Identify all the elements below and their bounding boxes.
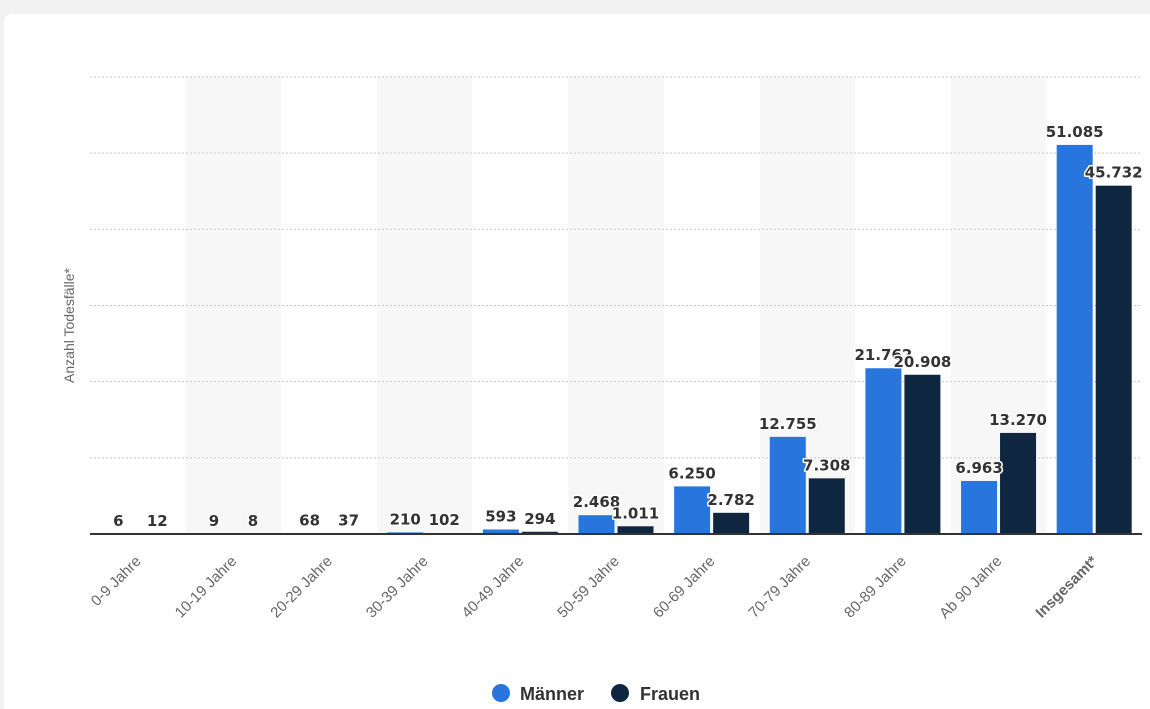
data-label: 68 (299, 511, 320, 529)
category-band (376, 77, 473, 534)
x-tick-label: 40-49 Jahre (459, 553, 528, 622)
x-tick-label: 70-79 Jahre (745, 553, 814, 622)
bar-frauen (617, 526, 654, 534)
x-tick-label: 60-69 Jahre (650, 553, 719, 622)
legend-label: Frauen (640, 684, 700, 704)
data-label: 45.732 (1085, 164, 1143, 182)
data-label: 21.762 (854, 346, 912, 364)
data-label: 2.782 (707, 491, 754, 509)
data-label: 8 (248, 512, 258, 530)
data-label: 6.963 (955, 459, 1002, 477)
bar-maenner (1056, 144, 1093, 534)
data-label: 12 (147, 512, 168, 530)
x-tick-label: 50-59 Jahre (554, 553, 623, 622)
data-label: 210 (390, 510, 421, 528)
x-tick-label: Insgesamt* (1032, 553, 1101, 622)
x-tick-label: 80-89 Jahre (841, 553, 910, 622)
data-label: 37 (338, 512, 359, 530)
bar-frauen (521, 531, 558, 534)
y-axis-label: Anzahl Todesfälle* (61, 267, 77, 382)
bar-maenner (578, 515, 615, 534)
legend-marker-frauen (611, 684, 629, 702)
category-band (185, 77, 282, 534)
data-label: 6 (113, 512, 123, 530)
bar-frauen (1000, 432, 1037, 534)
data-label: 102 (429, 511, 460, 529)
bar-frauen (1095, 185, 1132, 534)
data-label: 51.085 (1046, 123, 1104, 141)
data-label: 593 (485, 507, 516, 525)
bar-maenner (865, 368, 902, 534)
legend-label: Männer (520, 684, 584, 704)
data-label: 7.308 (803, 456, 850, 474)
bar-frauen (904, 374, 941, 534)
data-label: 20.908 (893, 353, 951, 371)
bar-maenner (482, 529, 519, 534)
data-label: 2.468 (573, 493, 620, 511)
bar-frauen (713, 512, 750, 534)
bar-frauen (808, 478, 845, 534)
bar-maenner (769, 436, 806, 534)
data-label: 294 (524, 510, 555, 528)
data-label: 13.270 (989, 411, 1047, 429)
x-tick-label: 30-39 Jahre (363, 553, 432, 622)
data-label: 1.011 (612, 504, 659, 522)
data-label: 6.250 (668, 464, 715, 482)
bar-maenner (674, 486, 711, 534)
x-tick-label: Ab 90 Jahre (936, 553, 1005, 622)
x-tick-label: 0-9 Jahre (88, 553, 145, 610)
x-tick-label: 20-29 Jahre (267, 553, 336, 622)
data-label: 9 (209, 512, 219, 530)
bar-maenner (961, 480, 998, 534)
data-label: 12.755 (759, 415, 817, 433)
legend-marker-maenner (492, 684, 510, 702)
x-tick-label: 10-19 Jahre (172, 553, 241, 622)
